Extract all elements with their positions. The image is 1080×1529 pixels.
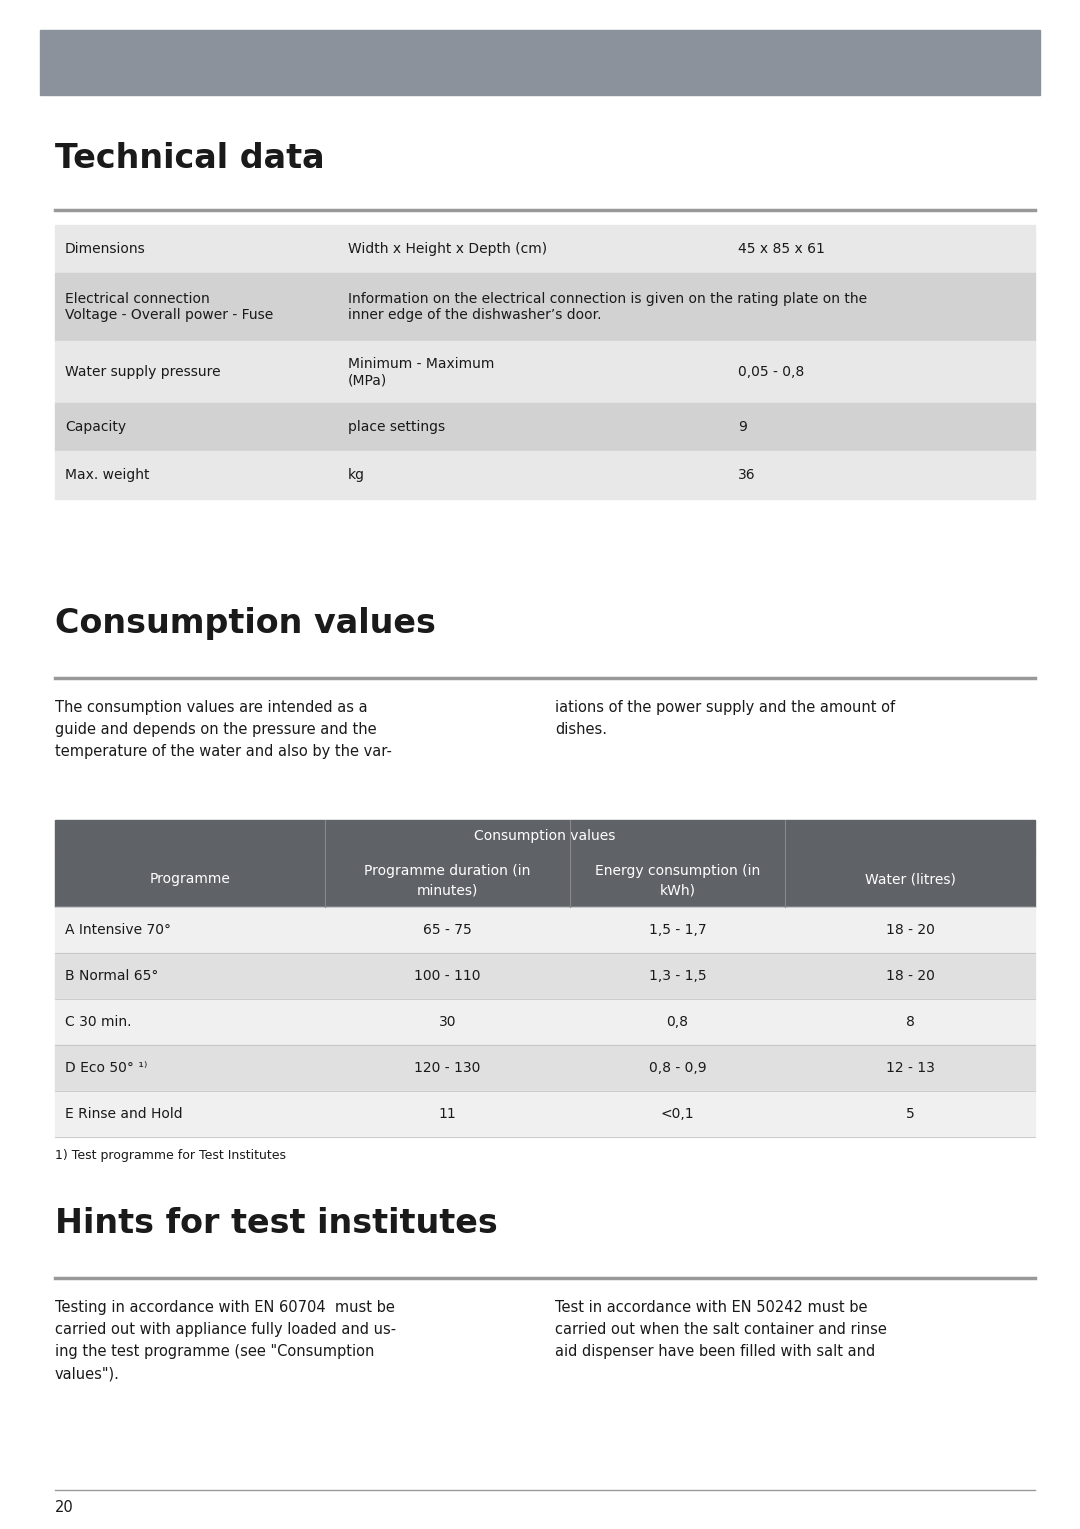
Text: Water (litres): Water (litres)	[865, 873, 956, 887]
Text: Consumption values: Consumption values	[55, 607, 436, 641]
Text: 65 - 75: 65 - 75	[423, 924, 472, 937]
Text: 45 x 85 x 61: 45 x 85 x 61	[738, 242, 825, 255]
Text: minutes): minutes)	[417, 884, 478, 898]
Bar	[55, 404, 1035, 451]
Bar	[55, 1044, 1035, 1092]
Text: Max. weight: Max. weight	[65, 468, 149, 482]
Text: Programme duration (in: Programme duration (in	[364, 864, 530, 878]
Text: E Rinse and Hold: E Rinse and Hold	[65, 1107, 183, 1121]
Text: Information on the electrical connection is given on the rating plate on the: Information on the electrical connection…	[348, 292, 867, 306]
Text: 0,8: 0,8	[666, 1015, 689, 1029]
Text: 1,5 - 1,7: 1,5 - 1,7	[649, 924, 706, 937]
Bar	[55, 1092, 1035, 1138]
Text: Consumption values: Consumption values	[474, 829, 616, 842]
Text: 0,05 - 0,8: 0,05 - 0,8	[738, 365, 805, 379]
Text: inner edge of the dishwasher’s door.: inner edge of the dishwasher’s door.	[348, 307, 602, 323]
Bar	[55, 852, 1035, 907]
Text: Hints for test institutes: Hints for test institutes	[55, 1206, 498, 1240]
Text: Capacity: Capacity	[65, 420, 126, 434]
Text: B Normal 65°: B Normal 65°	[65, 969, 159, 983]
Text: <0,1: <0,1	[661, 1107, 694, 1121]
Text: Dimensions: Dimensions	[65, 242, 146, 255]
Bar	[55, 451, 1035, 498]
Text: Minimum - Maximum: Minimum - Maximum	[348, 356, 495, 372]
Text: 9: 9	[738, 420, 747, 434]
Text: kWh): kWh)	[660, 884, 696, 898]
Text: Electrical connection: Electrical connection	[65, 292, 210, 306]
Text: 12 - 13: 12 - 13	[886, 1061, 934, 1075]
Text: 11: 11	[438, 1107, 457, 1121]
Bar	[55, 953, 1035, 998]
Text: 18 - 20: 18 - 20	[886, 969, 934, 983]
Text: 20: 20	[55, 1500, 73, 1515]
Text: 30: 30	[438, 1015, 456, 1029]
Text: A Intensive 70°: A Intensive 70°	[65, 924, 171, 937]
Text: 100 - 110: 100 - 110	[415, 969, 481, 983]
Text: 5: 5	[906, 1107, 915, 1121]
Text: 36: 36	[738, 468, 756, 482]
Text: (MPa): (MPa)	[348, 373, 388, 387]
Text: Water supply pressure: Water supply pressure	[65, 365, 220, 379]
Text: 18 - 20: 18 - 20	[886, 924, 934, 937]
Text: kg: kg	[348, 468, 365, 482]
Bar	[55, 274, 1035, 341]
Text: Width x Height x Depth (cm): Width x Height x Depth (cm)	[348, 242, 548, 255]
Text: Technical data: Technical data	[55, 142, 325, 174]
Bar	[55, 341, 1035, 404]
Bar	[40, 31, 1040, 95]
Text: Testing in accordance with EN 60704  must be
carried out with appliance fully lo: Testing in accordance with EN 60704 must…	[55, 1300, 396, 1382]
Text: The consumption values are intended as a
guide and depends on the pressure and t: The consumption values are intended as a…	[55, 700, 392, 760]
Text: 1,3 - 1,5: 1,3 - 1,5	[649, 969, 706, 983]
Bar	[55, 907, 1035, 953]
Text: D Eco 50° ¹⁾: D Eco 50° ¹⁾	[65, 1061, 147, 1075]
Text: 0,8 - 0,9: 0,8 - 0,9	[649, 1061, 706, 1075]
Text: place settings: place settings	[348, 420, 445, 434]
Text: Energy consumption (in: Energy consumption (in	[595, 864, 760, 878]
Text: Programme: Programme	[149, 873, 230, 887]
Text: 120 - 130: 120 - 130	[415, 1061, 481, 1075]
Bar	[55, 820, 1035, 852]
Bar	[55, 225, 1035, 274]
Text: Test in accordance with EN 50242 must be
carried out when the salt container and: Test in accordance with EN 50242 must be…	[555, 1300, 887, 1359]
Bar	[55, 998, 1035, 1044]
Text: 1) Test programme for Test Institutes: 1) Test programme for Test Institutes	[55, 1148, 286, 1162]
Text: C 30 min.: C 30 min.	[65, 1015, 132, 1029]
Text: iations of the power supply and the amount of
dishes.: iations of the power supply and the amou…	[555, 700, 895, 737]
Text: 8: 8	[905, 1015, 915, 1029]
Text: Voltage - Overall power - Fuse: Voltage - Overall power - Fuse	[65, 307, 273, 323]
